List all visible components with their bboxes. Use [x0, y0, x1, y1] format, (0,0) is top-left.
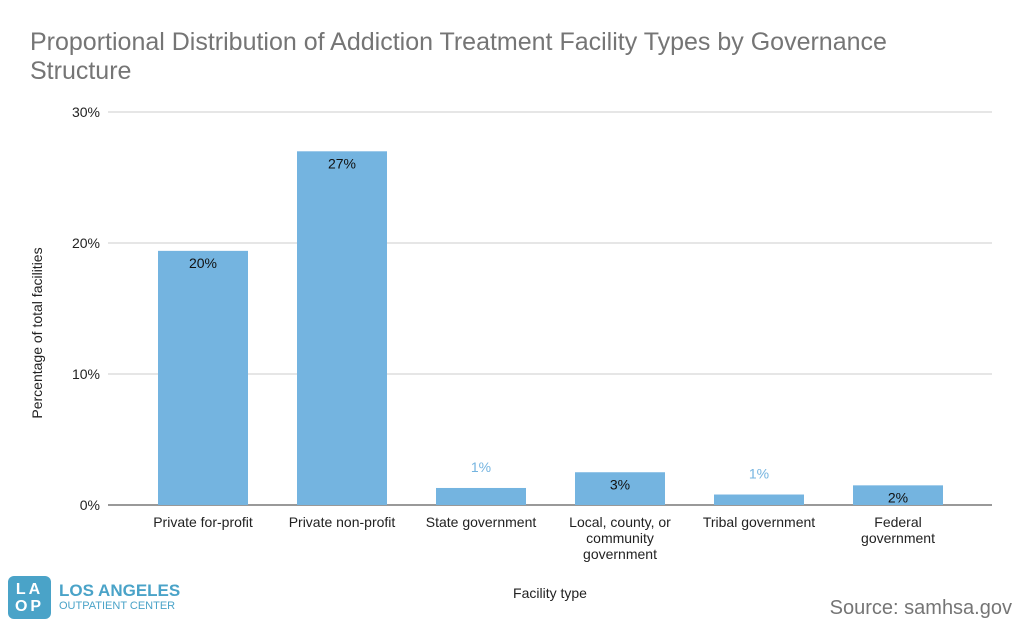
- bar: [158, 250, 248, 505]
- data-label: 1%: [471, 459, 491, 475]
- y-tick-label: 20%: [72, 235, 100, 251]
- bar: [575, 472, 665, 505]
- data-label: 1%: [749, 466, 769, 482]
- data-label: 20%: [189, 255, 217, 271]
- logo-mark: LA OP: [8, 576, 51, 619]
- logo: LA OP LOS ANGELES OUTPATIENT CENTER: [8, 576, 180, 619]
- x-tick-label: government: [861, 530, 935, 546]
- data-label: 2%: [888, 489, 908, 505]
- logo-line1: LOS ANGELES: [59, 581, 181, 600]
- x-tick-label: Private non-profit: [289, 514, 396, 530]
- x-tick-label: State government: [426, 514, 537, 530]
- logo-line2: OUTPATIENT CENTER: [59, 600, 176, 612]
- logo-letters-top: LA: [15, 580, 44, 598]
- x-tick-label: Local, county, or: [569, 514, 671, 530]
- chart-title: Proportional Distribution of Addiction T…: [30, 28, 887, 85]
- source-note: Source: samhsa.gov: [829, 597, 1012, 619]
- y-axis-label: Percentage of total facilities: [29, 247, 45, 418]
- data-label: 27%: [328, 155, 356, 171]
- x-tick-label: Private for-profit: [153, 514, 253, 530]
- x-tick-label: government: [583, 546, 657, 562]
- bar: [297, 151, 387, 506]
- data-label: 3%: [610, 476, 630, 492]
- y-tick-label: 30%: [72, 104, 100, 120]
- y-tick-label: 0%: [80, 497, 100, 513]
- x-tick-label: Tribal government: [703, 514, 815, 530]
- y-tick-label: 10%: [72, 366, 100, 382]
- logo-letters-bottom: OP: [14, 597, 45, 615]
- bar: [853, 485, 943, 505]
- x-tick-label: community: [586, 530, 654, 546]
- bar: [714, 494, 804, 505]
- x-tick-label: Federal: [874, 514, 921, 530]
- bar: [436, 487, 526, 505]
- x-axis-label: Facility type: [513, 585, 587, 601]
